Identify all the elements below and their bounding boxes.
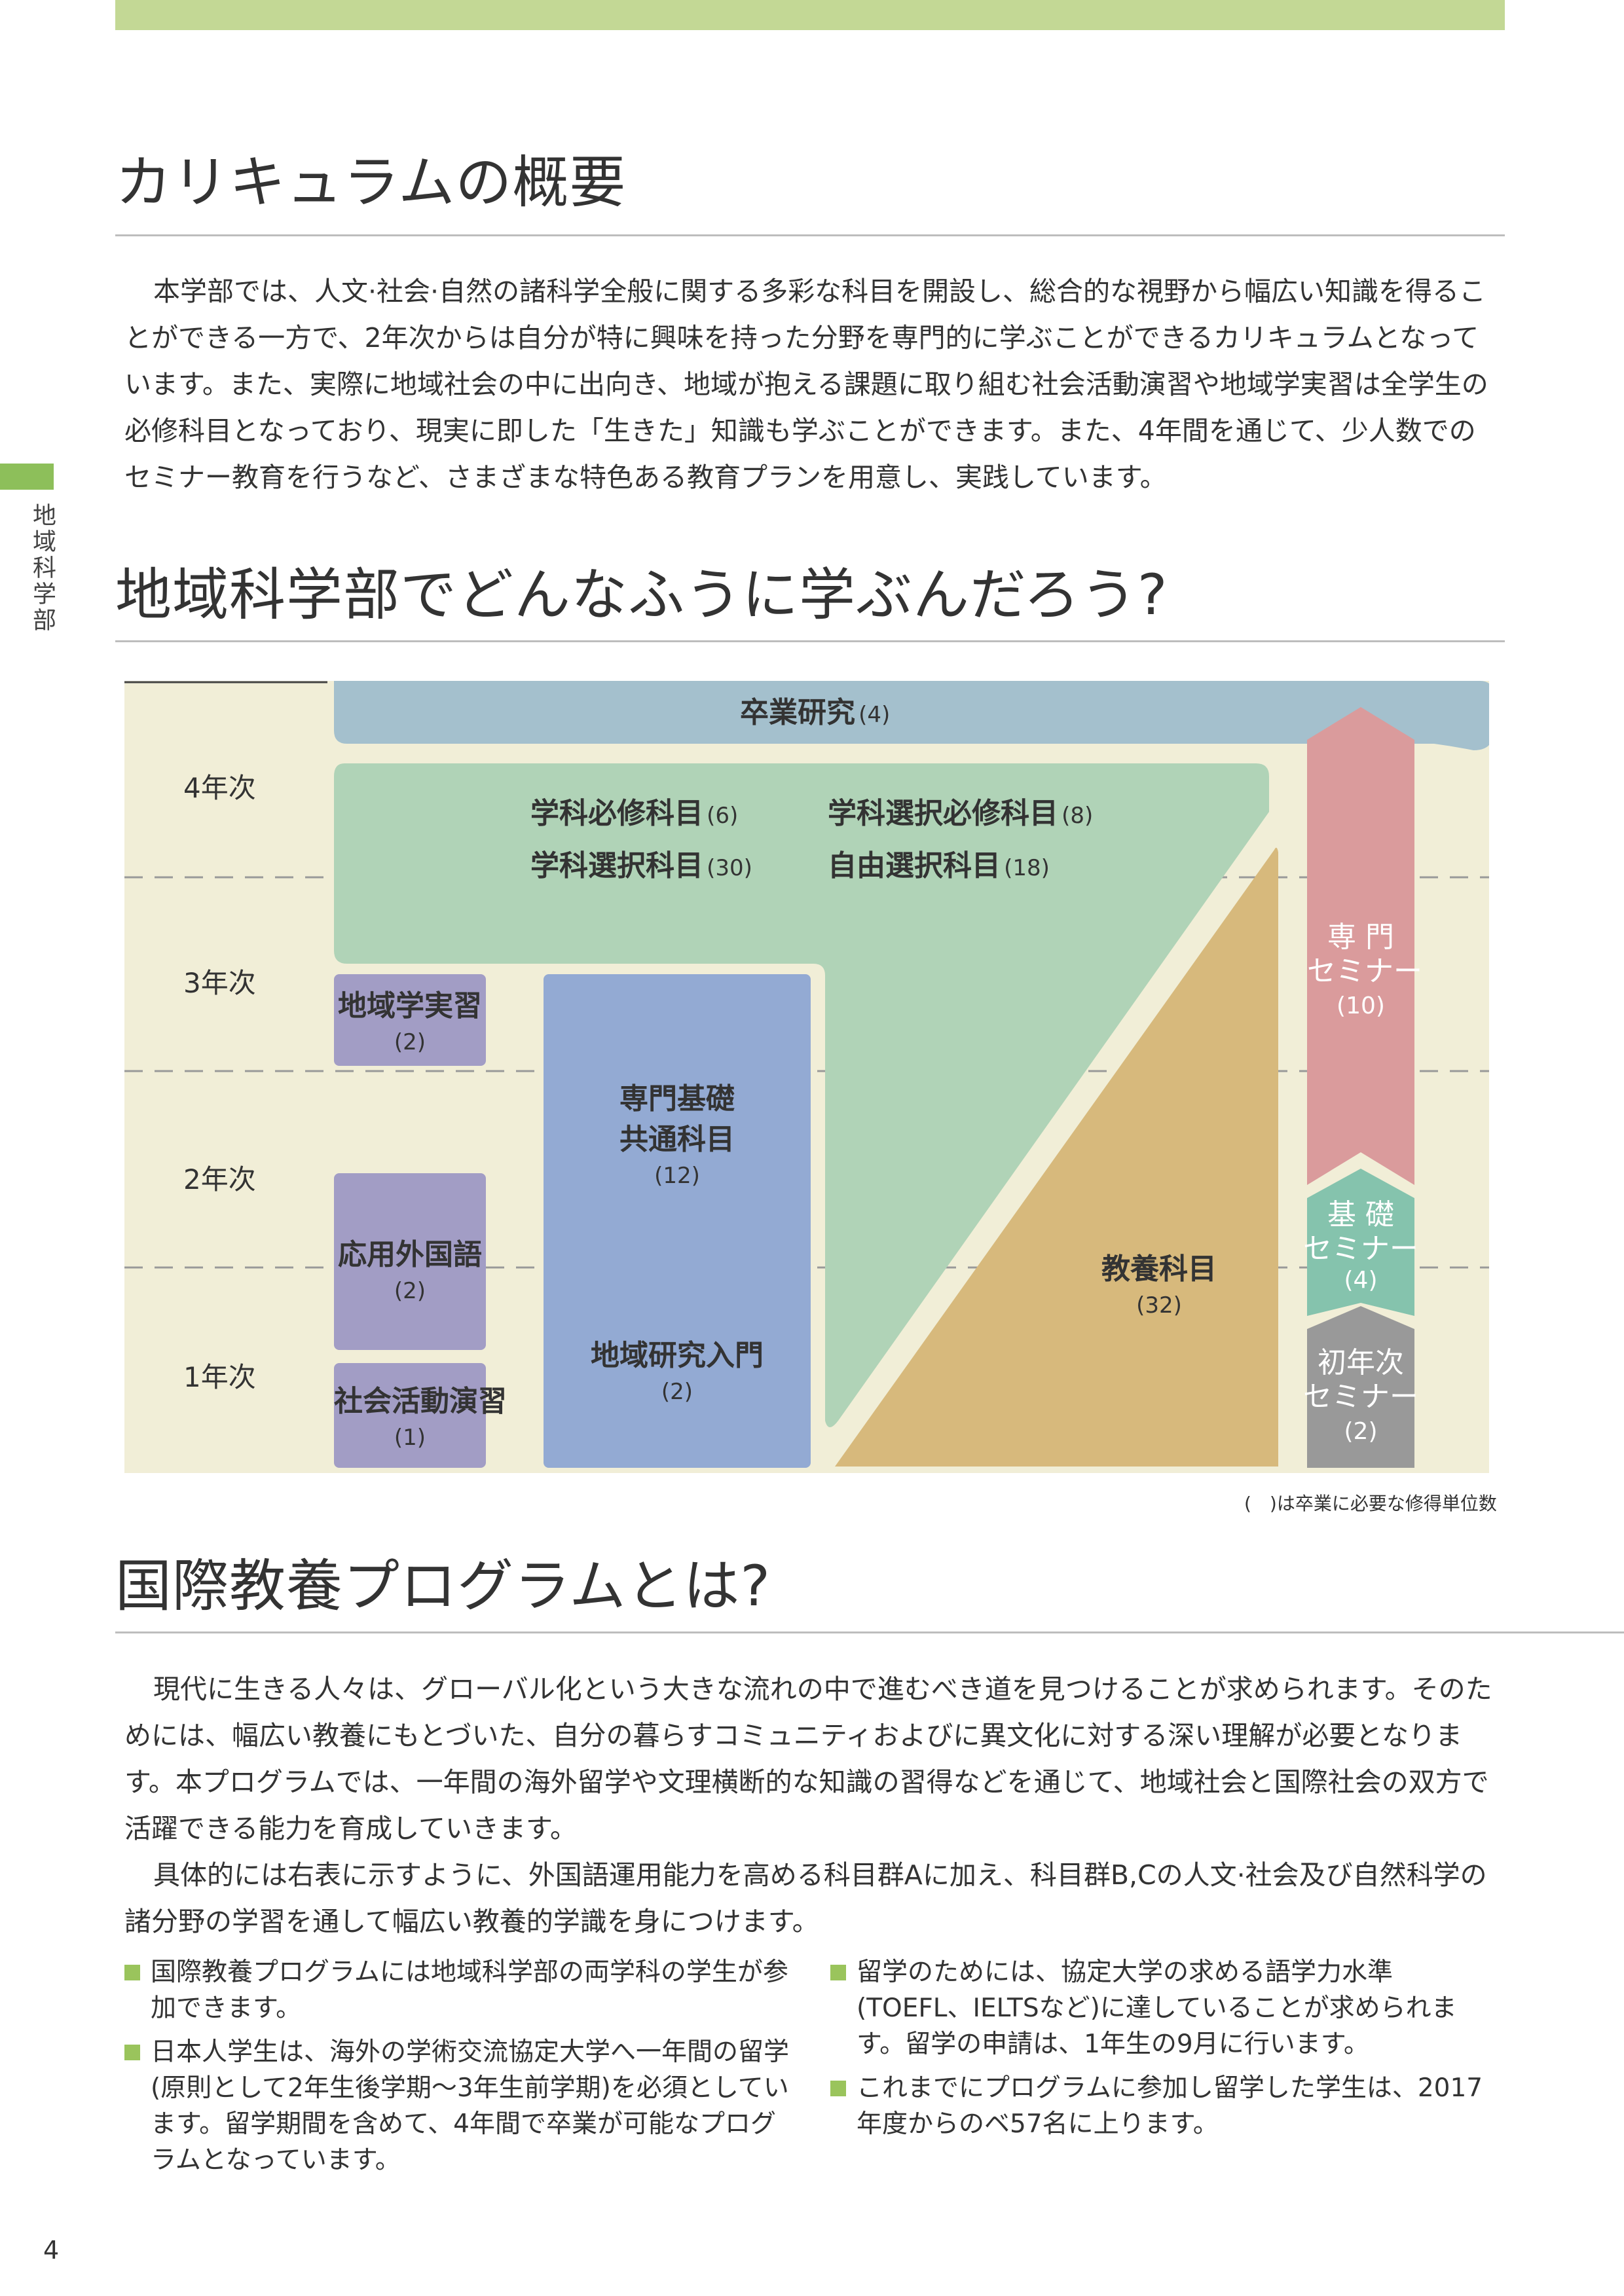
- bullet-square-icon: [830, 1965, 846, 1980]
- sidebar-marker: [0, 464, 54, 490]
- graduation-research-label: 卒業研究 (4): [740, 696, 891, 729]
- bullet-square-icon: [124, 1965, 140, 1980]
- sidebar-label: 地域科学部: [29, 503, 56, 634]
- bullet-item: 留学のためには、協定大学の求める語学力水準(TOEFL、IELTSなど)に達して…: [830, 1954, 1505, 2062]
- first-year-seminar-block: [1307, 1306, 1414, 1468]
- section-divider: [115, 234, 1505, 236]
- bullet-item: これまでにプログラムに参加し留学した学生は、2017年度からのベ57名に上ります…: [830, 2070, 1505, 2142]
- regional-practice-block: [334, 974, 486, 1066]
- page-number: 4: [43, 2236, 60, 2265]
- bullet-square-icon: [830, 2081, 846, 2096]
- year-label-3: 3年次: [183, 967, 256, 999]
- curriculum-text: 本学部では、人文·社会·自然の諸科学全般に関する多彩な科目を開設し、総合的な視野…: [124, 276, 1488, 493]
- bullet-item: 国際教養プログラムには地域科学部の両学科の学生が参加できます。: [124, 1954, 792, 2026]
- section-divider: [115, 1631, 1624, 1633]
- credits-note: ( )は卒業に必要な修得単位数: [1244, 1493, 1497, 1514]
- first-year-seminar-label: 初年次 セミナー (2): [1303, 1346, 1418, 1445]
- international-text-1: 現代に生きる人々は、グローバル化という大きな流れの中で進むべき道を見つけることが…: [124, 1673, 1492, 1844]
- section-divider: [115, 640, 1505, 642]
- foundation-courses-label: 専門基礎 共通科目 (12): [619, 1082, 735, 1189]
- section-title-how-to-learn: 地域科学部でどんなふうに学ぶんだろう?: [115, 562, 1168, 628]
- major-seminar-block: [1307, 707, 1414, 1185]
- bullet-item: 日本人学生は、海外の学術交流協定大学へ一年間の留学(原則として2年生後学期〜3年…: [124, 2034, 792, 2178]
- curriculum-diagram: 4年次 3年次 2年次 1年次 卒業研究 (4) 学科必修科目 (6) 学科選択…: [124, 681, 1489, 1473]
- year-label-1: 1年次: [183, 1361, 256, 1393]
- regional-practice-label: 地域学実習 (2): [338, 989, 482, 1055]
- bullet-text: 国際教養プログラムには地域科学部の両学科の学生が参加できます。: [151, 1958, 788, 2023]
- section-title-curriculum: カリキュラムの概要: [115, 150, 627, 215]
- year-label-2: 2年次: [183, 1163, 256, 1195]
- international-text-2: 具体的には右表に示すように、外国語運用能力を高める科目群Aに加え、科目群B,Cの…: [124, 1859, 1487, 1937]
- international-paragraphs: 現代に生きる人々は、グローバル化という大きな流れの中で進むべき道を見つけることが…: [124, 1666, 1500, 1945]
- curriculum-paragraph: 本学部では、人文·社会·自然の諸科学全般に関する多彩な科目を開設し、総合的な視野…: [124, 268, 1500, 501]
- applied-language-label: 応用外国語 (2): [338, 1238, 482, 1304]
- free-elective-label: 自由選択科目 (18): [828, 849, 1050, 883]
- bullet-text: 留学のためには、協定大学の求める語学力水準(TOEFL、IELTSなど)に達して…: [857, 1958, 1457, 2059]
- major-courses-block: [334, 763, 1269, 1427]
- bullet-list-right: 留学のためには、協定大学の求める語学力水準(TOEFL、IELTSなど)に達して…: [830, 1954, 1505, 2150]
- bullet-square-icon: [124, 2045, 140, 2060]
- social-activity-block: [334, 1363, 486, 1468]
- liberal-arts-block: [835, 847, 1278, 1467]
- section-title-international: 国際教養プログラムとは?: [115, 1554, 771, 1619]
- diagram-shapes: [124, 681, 1489, 1473]
- applied-language-block: [334, 1173, 486, 1350]
- bullet-text: 日本人学生は、海外の学術交流協定大学へ一年間の留学(原則として2年生後学期〜3年…: [151, 2037, 790, 2175]
- graduation-research-block: [334, 681, 1489, 750]
- dept-elective-label: 学科選択科目 (30): [530, 849, 752, 883]
- top-accent-bar: [115, 0, 1505, 30]
- regional-studies-intro-label: 地域研究入門 (2): [591, 1339, 764, 1405]
- year-label-4: 4年次: [183, 772, 256, 804]
- bullet-list-left: 国際教養プログラムには地域科学部の両学科の学生が参加できます。 日本人学生は、海…: [124, 1954, 792, 2186]
- dept-required-label: 学科必修科目 (6): [530, 797, 739, 830]
- basic-seminar-label: 基 礎 セミナー (4): [1303, 1198, 1418, 1294]
- social-activity-label: 社会活動演習 (1): [334, 1385, 507, 1451]
- dept-elective-required-label: 学科選択必修科目 (8): [828, 797, 1094, 830]
- foundation-courses-block: [544, 974, 811, 1468]
- bullet-text: これまでにプログラムに参加し留学した学生は、2017年度からのベ57名に上ります…: [857, 2073, 1483, 2139]
- liberal-arts-label: 教養科目 (32): [1101, 1252, 1217, 1319]
- major-seminar-label: 専 門 セミナー (10): [1307, 920, 1422, 1019]
- basic-seminar-block: [1307, 1169, 1414, 1316]
